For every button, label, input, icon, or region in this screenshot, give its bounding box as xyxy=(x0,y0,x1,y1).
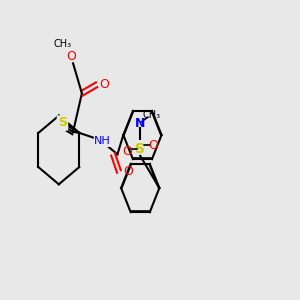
Text: O: O xyxy=(122,145,132,158)
Text: O: O xyxy=(148,139,158,152)
Text: N: N xyxy=(135,117,146,130)
Text: S: S xyxy=(58,116,67,130)
Text: O: O xyxy=(67,50,76,63)
Text: NH: NH xyxy=(94,136,111,146)
Text: O: O xyxy=(100,78,110,91)
Text: CH₃: CH₃ xyxy=(54,39,72,49)
Text: O: O xyxy=(123,165,133,178)
Text: CH₃: CH₃ xyxy=(143,110,161,120)
Text: S: S xyxy=(135,142,145,156)
